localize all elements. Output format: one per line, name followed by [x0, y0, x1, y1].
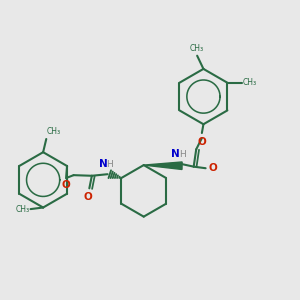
Text: H: H: [179, 150, 185, 159]
Text: CH₃: CH₃: [190, 44, 204, 53]
Text: O: O: [62, 180, 70, 190]
Text: CH₃: CH₃: [47, 128, 61, 136]
Text: CH₃: CH₃: [243, 78, 257, 87]
Text: N: N: [171, 149, 179, 159]
Text: CH₃: CH₃: [15, 205, 29, 214]
Text: O: O: [83, 192, 92, 202]
Text: N: N: [99, 159, 108, 169]
Text: H: H: [106, 160, 113, 169]
Text: O: O: [208, 163, 217, 173]
Polygon shape: [144, 162, 182, 169]
Text: O: O: [197, 137, 206, 147]
